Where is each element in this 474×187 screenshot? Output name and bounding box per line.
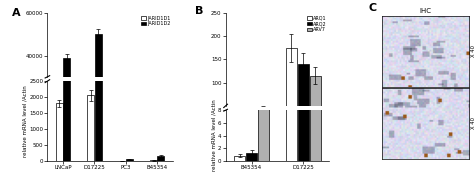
Text: C: C <box>369 3 377 13</box>
Bar <box>310 76 321 129</box>
Title: IHC: IHC <box>419 8 432 14</box>
Bar <box>298 0 309 161</box>
Legend: ARQ1, ARQ2, ARV7: ARQ1, ARQ2, ARV7 <box>305 14 329 34</box>
Bar <box>258 0 269 161</box>
Bar <box>246 153 257 161</box>
Bar <box>246 128 257 129</box>
Text: B: B <box>194 6 203 16</box>
Bar <box>286 48 297 129</box>
Bar <box>157 156 164 161</box>
Text: X 40: X 40 <box>471 45 474 57</box>
Bar <box>157 140 164 141</box>
Bar <box>95 34 101 141</box>
Bar <box>258 111 269 129</box>
Bar <box>126 159 133 161</box>
Bar <box>310 0 321 161</box>
Bar <box>87 136 94 141</box>
Bar <box>150 160 157 161</box>
Bar <box>63 0 70 161</box>
Bar <box>56 137 63 141</box>
Legend: JARID1D1, JARID1D2: JARID1D1, JARID1D2 <box>139 14 173 28</box>
Bar <box>56 103 63 161</box>
Bar <box>298 64 309 129</box>
Bar <box>63 58 70 141</box>
Text: A: A <box>12 8 21 18</box>
Y-axis label: relative mRNA level /Actin: relative mRNA level /Actin <box>211 100 217 171</box>
Bar <box>234 156 245 161</box>
Bar <box>286 0 297 161</box>
Bar <box>87 96 94 161</box>
Bar <box>95 0 101 161</box>
Y-axis label: relative mRNA level /Actin: relative mRNA level /Actin <box>23 85 28 157</box>
Text: X 40: X 40 <box>471 117 474 129</box>
